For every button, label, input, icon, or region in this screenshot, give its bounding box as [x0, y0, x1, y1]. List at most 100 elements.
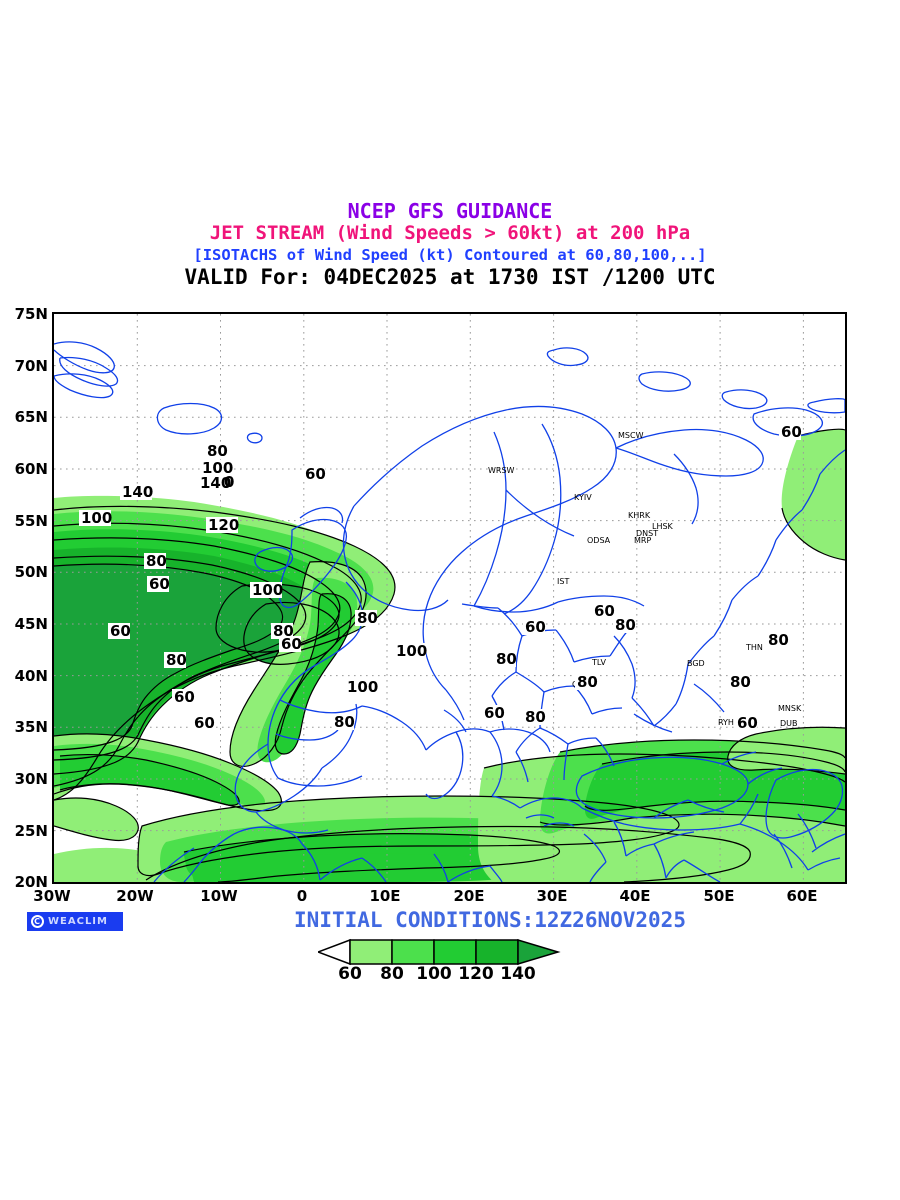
- colorbar-tick-100: 100: [416, 964, 452, 984]
- colorbar-bin-100-120: [433, 939, 477, 965]
- y-tick-20n: 20N: [14, 873, 48, 891]
- colorbar-left-arrow: [315, 938, 351, 966]
- colorbar-bin-60-80: [349, 939, 393, 965]
- svg-text:RYH: RYH: [718, 718, 734, 727]
- product-title: JET STREAM (Wind Speeds > 60kt) at 200 h…: [209, 222, 691, 244]
- svg-text:60: 60: [737, 714, 758, 732]
- colorbar-swatches: [315, 938, 561, 966]
- svg-text:100: 100: [81, 509, 112, 527]
- model-title: NCEP GFS GUIDANCE: [347, 199, 553, 223]
- svg-text:THN: THN: [745, 643, 763, 652]
- svg-text:MNSK: MNSK: [778, 704, 802, 713]
- colorbar-bin-120-140: [475, 939, 519, 965]
- colorbar-svg: [315, 938, 561, 966]
- svg-text:0: 0: [224, 473, 234, 491]
- valid-time-line: VALID For: 04DEC2025 at 1730 IST /1200 U…: [184, 265, 716, 289]
- svg-text:60: 60: [194, 714, 215, 732]
- svg-text:80: 80: [615, 616, 636, 634]
- svg-text:60: 60: [281, 635, 302, 653]
- y-tick-30n: 30N: [14, 770, 48, 788]
- x-tick-30w: 30W: [33, 887, 71, 905]
- svg-text:80: 80: [357, 609, 378, 627]
- svg-text:80: 80: [334, 713, 355, 731]
- svg-text:80: 80: [273, 622, 294, 640]
- y-tick-40n: 40N: [14, 667, 48, 685]
- coastlines-and-borders: [54, 341, 845, 882]
- x-tick-60e: 60E: [786, 887, 818, 905]
- svg-text:120: 120: [208, 516, 239, 534]
- y-tick-45n: 45N: [14, 615, 48, 633]
- svg-text:140: 140: [122, 483, 153, 501]
- y-tick-70n: 70N: [14, 357, 48, 375]
- svg-text:MRP: MRP: [634, 536, 651, 545]
- x-tick-30e: 30E: [536, 887, 568, 905]
- y-tick-75n: 75N: [14, 305, 48, 323]
- svg-text:60: 60: [110, 622, 131, 640]
- svg-text:ODSA: ODSA: [587, 536, 611, 545]
- svg-text:60: 60: [174, 688, 195, 706]
- x-tick-50e: 50E: [703, 887, 735, 905]
- svg-text:60: 60: [149, 575, 170, 593]
- y-tick-55n: 55N: [14, 512, 48, 530]
- svg-text:WRSW: WRSW: [488, 466, 515, 475]
- svg-text:80: 80: [525, 708, 546, 726]
- svg-text:BGD: BGD: [687, 659, 705, 668]
- x-tick-20e: 20E: [453, 887, 485, 905]
- map-plot-area[interactable]: MSCW WRSW KYIV KHRK LHSK DNST MRP ODSA I…: [52, 312, 847, 884]
- map-canvas: MSCW WRSW KYIV KHRK LHSK DNST MRP ODSA I…: [54, 314, 845, 882]
- x-tick-10w: 10W: [200, 887, 238, 905]
- svg-text:100: 100: [252, 581, 283, 599]
- y-tick-25n: 25N: [14, 822, 48, 840]
- isotach-subtitle: [ISOTACHS of Wind Speed (kt) Contoured a…: [193, 246, 707, 264]
- x-tick-0: 0: [296, 887, 308, 905]
- y-tick-50n: 50N: [14, 563, 48, 581]
- svg-text:100: 100: [202, 459, 233, 477]
- y-tick-65n: 65N: [14, 408, 48, 426]
- svg-text:80: 80: [207, 442, 228, 460]
- contour-value-labels: 80 100 140 0 140 100 120 80 60 100 60 60…: [79, 423, 802, 732]
- svg-text:140: 140: [200, 474, 231, 492]
- svg-text:60: 60: [305, 465, 326, 483]
- copyright-icon: C: [31, 915, 44, 928]
- svg-text:80: 80: [768, 631, 789, 649]
- colorbar-tick-140: 140: [500, 964, 536, 984]
- svg-text:80: 80: [166, 651, 187, 669]
- weaclim-logo[interactable]: C WEACLIM: [27, 912, 123, 931]
- svg-text:DUB: DUB: [780, 719, 798, 728]
- svg-text:60: 60: [594, 602, 615, 620]
- weaclim-label: WEACLIM: [48, 916, 108, 927]
- svg-text:KHRK: KHRK: [628, 511, 651, 520]
- svg-text:TLV: TLV: [591, 658, 606, 667]
- svg-text:DNST: DNST: [636, 529, 658, 538]
- colorbar-right-arrow: [517, 938, 561, 966]
- title-block: NCEP GFS GUIDANCE JET STREAM (Wind Speed…: [0, 200, 900, 290]
- svg-text:60: 60: [484, 704, 505, 722]
- svg-text:KYIV: KYIV: [574, 493, 592, 502]
- svg-text:60: 60: [781, 423, 802, 441]
- svg-text:80: 80: [146, 552, 167, 570]
- svg-text:60: 60: [525, 618, 546, 636]
- colorbar-tick-80: 80: [380, 964, 404, 984]
- y-tick-60n: 60N: [14, 460, 48, 478]
- svg-text:80: 80: [496, 650, 517, 668]
- svg-text:80: 80: [577, 673, 598, 691]
- svg-text:MSCW: MSCW: [618, 431, 644, 440]
- svg-text:100: 100: [347, 678, 378, 696]
- y-tick-35n: 35N: [14, 718, 48, 736]
- svg-text:80: 80: [730, 673, 751, 691]
- svg-text:IST: IST: [557, 577, 569, 586]
- colorbar-tick-60: 60: [338, 964, 362, 984]
- isotach-contours: [54, 428, 845, 882]
- colorbar[interactable]: 60 80 100 120 140: [315, 938, 568, 998]
- city-labels: MSCW WRSW KYIV KHRK LHSK DNST MRP ODSA I…: [488, 431, 802, 728]
- x-tick-20w: 20W: [116, 887, 154, 905]
- isotach-fills-middle-east: [478, 429, 845, 882]
- colorbar-bin-80-100: [391, 939, 435, 965]
- svg-text:LHSK: LHSK: [652, 522, 674, 531]
- initial-conditions-text: INITIAL CONDITIONS:12Z26NOV2025: [294, 908, 686, 932]
- svg-text:100: 100: [396, 642, 427, 660]
- colorbar-tick-120: 120: [458, 964, 494, 984]
- x-tick-40e: 40E: [619, 887, 651, 905]
- x-tick-10e: 10E: [369, 887, 401, 905]
